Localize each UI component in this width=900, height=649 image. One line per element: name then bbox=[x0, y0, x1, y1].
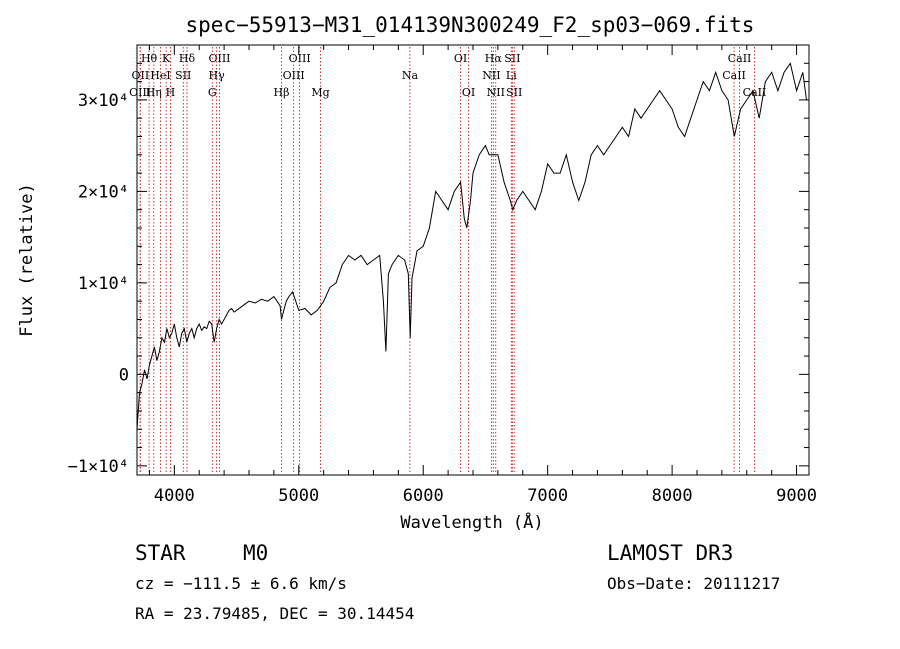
line-label: HeI bbox=[150, 69, 170, 82]
x-tick-label: 6000 bbox=[403, 486, 444, 506]
coordinates: RA = 23.79485, DEC = 30.14454 bbox=[135, 604, 414, 623]
line-label: Mg bbox=[311, 86, 329, 99]
line-label: Hθ bbox=[141, 52, 158, 65]
redshift-cz: cz = −111.5 ± 6.6 km/s bbox=[135, 574, 347, 593]
line-label: OI bbox=[454, 52, 467, 65]
line-label: H bbox=[166, 86, 176, 99]
line-label: Hδ bbox=[179, 52, 196, 65]
line-label: OIII bbox=[289, 52, 311, 65]
y-tick-label: −1×10⁴ bbox=[68, 457, 129, 477]
x-tick-label: 5000 bbox=[278, 486, 319, 506]
y-tick-label: 0 bbox=[119, 365, 129, 385]
line-label: OIII bbox=[129, 86, 151, 99]
object-subclass: M0 bbox=[243, 541, 268, 565]
y-tick-label: 3×10⁴ bbox=[78, 91, 129, 111]
obs-date: Obs−Date: 20111217 bbox=[607, 574, 780, 593]
y-axis-label: Flux (relative) bbox=[17, 183, 37, 337]
object-class: STAR bbox=[135, 541, 186, 565]
flux-series-line bbox=[136, 62, 807, 430]
chart-title: spec−55913−M31_014139N300249_F2_sp03−069… bbox=[186, 13, 755, 37]
line-label: CaII bbox=[722, 69, 746, 82]
info-panel: STAR M0 LAMOST DR3 cz = −111.5 ± 6.6 km/… bbox=[135, 541, 780, 623]
line-label: Hη bbox=[146, 86, 162, 99]
plot-frame bbox=[136, 44, 810, 476]
line-label: SII bbox=[506, 86, 522, 99]
x-tick-label: 8000 bbox=[652, 486, 693, 506]
line-label: Hα bbox=[485, 52, 503, 65]
line-label: Li bbox=[506, 69, 517, 82]
line-label: OIII bbox=[283, 69, 305, 82]
x-axis-ticks: 4000 5000 6000 7000 8000 9000 bbox=[148, 45, 817, 506]
line-label: NII bbox=[482, 69, 500, 82]
line-label: OI bbox=[462, 86, 475, 99]
line-label: SII bbox=[175, 69, 191, 82]
line-label: OIII bbox=[208, 52, 230, 65]
x-tick-label: 7000 bbox=[527, 486, 568, 506]
line-label: Na bbox=[402, 69, 419, 82]
line-label: Hγ bbox=[209, 69, 226, 82]
line-label: SII bbox=[504, 52, 520, 65]
x-tick-label: 9000 bbox=[776, 486, 817, 506]
survey-name: LAMOST DR3 bbox=[607, 541, 733, 565]
line-label: G bbox=[208, 86, 217, 99]
line-label: Hβ bbox=[274, 86, 290, 99]
line-label: CaII bbox=[728, 52, 752, 65]
line-label: K bbox=[162, 52, 171, 65]
y-tick-label: 2×10⁴ bbox=[78, 182, 129, 202]
plot-area bbox=[136, 62, 807, 430]
x-tick-label: 4000 bbox=[154, 486, 195, 506]
y-axis-ticks: −1×10⁴ 0 1×10⁴ 2×10⁴ 3×10⁴ bbox=[68, 62, 809, 477]
y-tick-label: 1×10⁴ bbox=[78, 274, 129, 294]
x-axis-label: Wavelength (Å) bbox=[400, 511, 543, 533]
line-label: CaII bbox=[743, 86, 767, 99]
line-label: NII bbox=[487, 86, 505, 99]
